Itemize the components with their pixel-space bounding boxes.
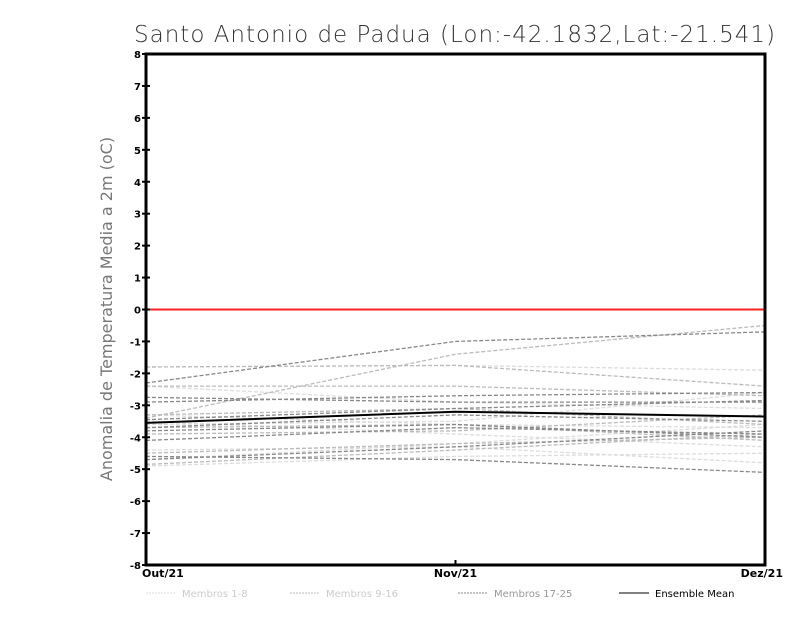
y-tick-label: -2 [130,369,141,380]
y-axis-label: Anomalia de Temperatura Media a 2m (oC) [97,137,116,481]
legend-label: Ensemble Mean [655,589,734,600]
member-line-m10 [145,364,766,387]
chart-title: Santo Antonio de Padua (Lon:-42.1832,Lat… [134,22,776,48]
x-tick-label: Dez/21 [741,567,783,580]
y-tick-label: 7 [134,82,141,93]
member-line-m11 [146,385,766,397]
member-line-m4 [145,452,766,467]
y-tick-label: -8 [130,561,141,572]
y-tick-label: -4 [130,433,141,444]
member-line-m9 [145,324,766,419]
legend-label: Membros 1-8 [182,589,248,600]
y-tick-label: 6 [134,114,141,125]
member-line-m8 [145,423,766,461]
y-tick-label: -3 [130,401,141,412]
member-line-m7 [145,385,766,410]
y-tick-label: -1 [130,337,141,348]
y-tick-label: 8 [134,50,141,61]
legend-label: Membros 17-25 [494,589,572,600]
member-line-m22 [145,455,766,474]
member-line-m25 [145,414,766,429]
member-line-m3 [145,420,766,448]
y-tick-label: 5 [134,146,141,157]
legend-label: Membros 9-16 [326,589,398,600]
member-line-m18 [145,396,765,403]
y-tick-label: 4 [134,178,141,189]
member-line-m23 [145,423,766,438]
y-tick-label: -7 [130,529,141,540]
y-tick-label: 3 [134,210,141,221]
y-tick-label: 0 [134,306,141,317]
x-tick-label: Out/21 [142,567,184,580]
member-line-m21 [145,427,766,442]
y-tick-label: 1 [134,274,141,285]
y-tick-label: -6 [130,497,141,508]
member-line-m16 [145,414,766,435]
member-line-m24 [145,430,766,461]
member-line-m19 [145,391,766,403]
member-line-m17 [145,331,766,384]
member-line-m20 [145,399,766,421]
y-tick-label: -5 [130,465,141,476]
y-tick-label: 2 [134,242,141,253]
member-line-m15 [145,436,766,454]
ensemble-mean-line [145,410,766,424]
x-tick-label: Nov/21 [434,567,477,580]
